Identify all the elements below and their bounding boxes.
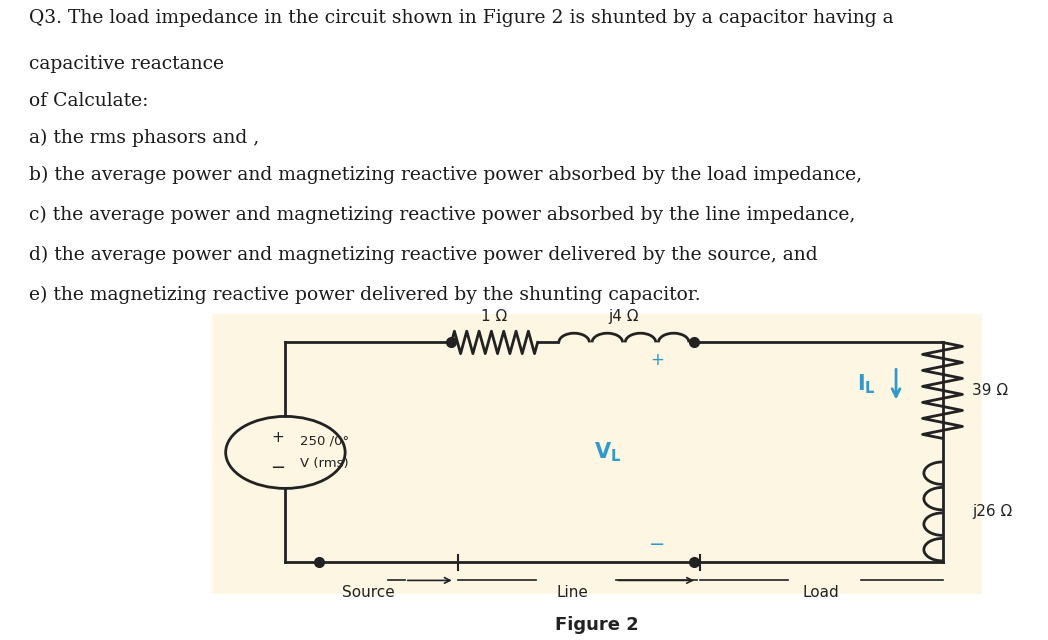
Text: a) the rms phasors and ,: a) the rms phasors and , bbox=[29, 129, 260, 147]
Text: V (rms): V (rms) bbox=[300, 457, 349, 470]
FancyBboxPatch shape bbox=[213, 314, 982, 595]
Text: Load: Load bbox=[803, 585, 839, 600]
Text: d) the average power and magnetizing reactive power delivered by the source, and: d) the average power and magnetizing rea… bbox=[29, 246, 818, 264]
Text: −: − bbox=[270, 459, 285, 477]
Text: j26 Ω: j26 Ω bbox=[973, 504, 1012, 519]
Text: 1 Ω: 1 Ω bbox=[481, 309, 507, 324]
Text: Figure 2: Figure 2 bbox=[555, 616, 639, 634]
Text: j4 Ω: j4 Ω bbox=[609, 309, 639, 324]
Text: capacitive reactance: capacitive reactance bbox=[29, 55, 224, 74]
Text: Q3. The load impedance in the circuit shown in Figure 2 is shunted by a capacito: Q3. The load impedance in the circuit sh… bbox=[29, 9, 894, 28]
Text: $\mathbf{V_L}$: $\mathbf{V_L}$ bbox=[593, 440, 621, 464]
Text: of Calculate:: of Calculate: bbox=[29, 92, 149, 110]
Text: +: + bbox=[271, 429, 284, 445]
Text: +: + bbox=[650, 351, 664, 369]
Text: 250 /0°: 250 /0° bbox=[300, 435, 349, 448]
Text: b) the average power and magnetizing reactive power absorbed by the load impedan: b) the average power and magnetizing rea… bbox=[29, 166, 863, 184]
Text: c) the average power and magnetizing reactive power absorbed by the line impedan: c) the average power and magnetizing rea… bbox=[29, 206, 856, 224]
Text: Source: Source bbox=[342, 585, 395, 600]
Text: e) the magnetizing reactive power delivered by the shunting capacitor.: e) the magnetizing reactive power delive… bbox=[29, 285, 701, 304]
Text: 39 Ω: 39 Ω bbox=[973, 383, 1008, 398]
Text: −: − bbox=[649, 535, 665, 554]
Text: $\mathbf{I_L}$: $\mathbf{I_L}$ bbox=[856, 372, 876, 396]
Text: Line: Line bbox=[556, 585, 588, 600]
